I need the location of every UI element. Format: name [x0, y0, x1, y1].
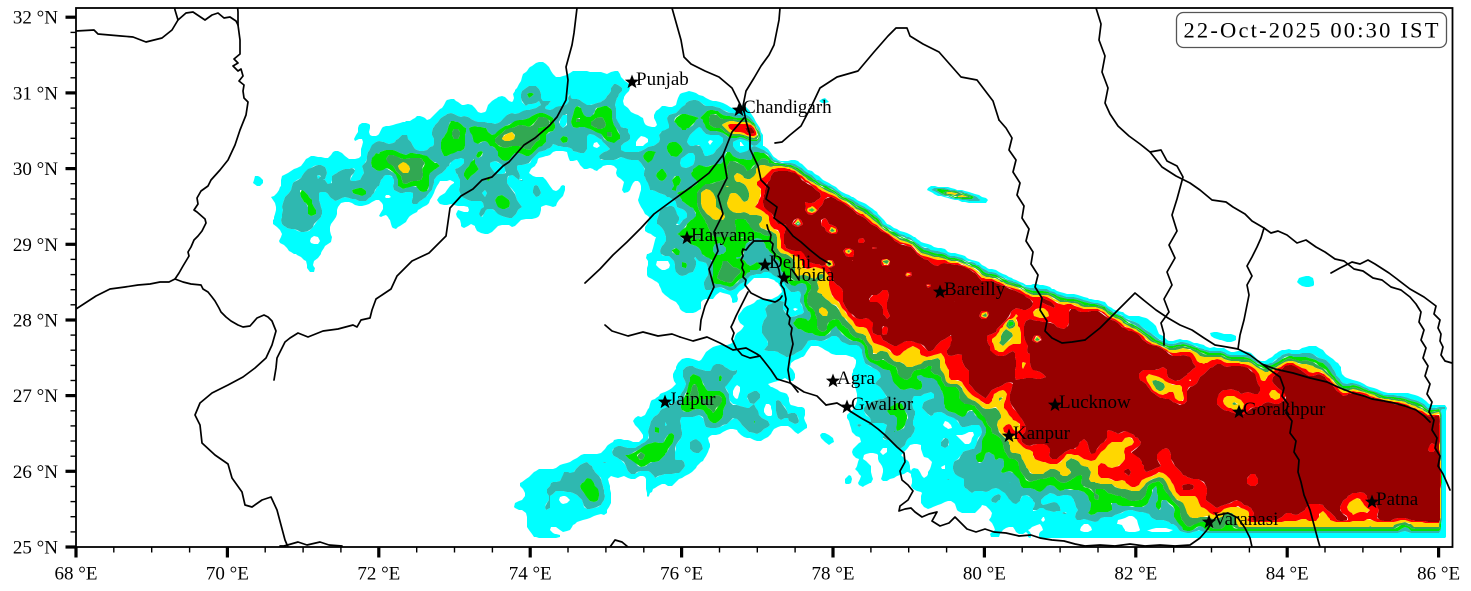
svg-text:74 °E: 74 °E: [509, 564, 552, 585]
svg-text:76 °E: 76 °E: [660, 564, 703, 585]
svg-text:86 °E: 86 °E: [1417, 564, 1460, 585]
svg-text:Delhi: Delhi: [769, 252, 811, 273]
svg-text:78 °E: 78 °E: [812, 564, 855, 585]
svg-text:25 °N: 25 °N: [13, 538, 58, 559]
svg-text:Chandigarh: Chandigarh: [743, 97, 832, 118]
svg-text:Kanpur: Kanpur: [1013, 423, 1071, 444]
svg-text:82 °E: 82 °E: [1114, 564, 1157, 585]
svg-text:80 °E: 80 °E: [963, 564, 1006, 585]
svg-text:Jaipur: Jaipur: [669, 389, 716, 410]
svg-text:Gwalior: Gwalior: [851, 394, 914, 415]
svg-text:84 °E: 84 °E: [1266, 564, 1309, 585]
svg-text:Bareilly: Bareilly: [944, 279, 1006, 300]
svg-text:70 °E: 70 °E: [206, 564, 249, 585]
svg-text:Haryana: Haryana: [691, 225, 756, 246]
svg-text:68 °E: 68 °E: [55, 564, 98, 585]
svg-text:29 °N: 29 °N: [13, 235, 58, 256]
svg-text:28 °N: 28 °N: [13, 311, 58, 332]
svg-text:31 °N: 31 °N: [13, 83, 58, 104]
svg-text:72 °E: 72 °E: [357, 564, 400, 585]
svg-text:22-Oct-2025 00:30 IST: 22-Oct-2025 00:30 IST: [1184, 18, 1439, 43]
svg-text:27 °N: 27 °N: [13, 386, 58, 407]
svg-text:Varanasi: Varanasi: [1213, 509, 1278, 530]
svg-text:Gorakhpur: Gorakhpur: [1243, 399, 1326, 420]
svg-text:30 °N: 30 °N: [13, 159, 58, 180]
svg-text:Lucknow: Lucknow: [1059, 392, 1131, 413]
svg-text:26 °N: 26 °N: [13, 462, 58, 483]
svg-text:Agra: Agra: [837, 368, 876, 389]
svg-text:Patna: Patna: [1376, 489, 1419, 510]
svg-text:Punjab: Punjab: [636, 69, 689, 90]
svg-text:Noida: Noida: [788, 265, 835, 286]
svg-text:32 °N: 32 °N: [13, 8, 58, 29]
